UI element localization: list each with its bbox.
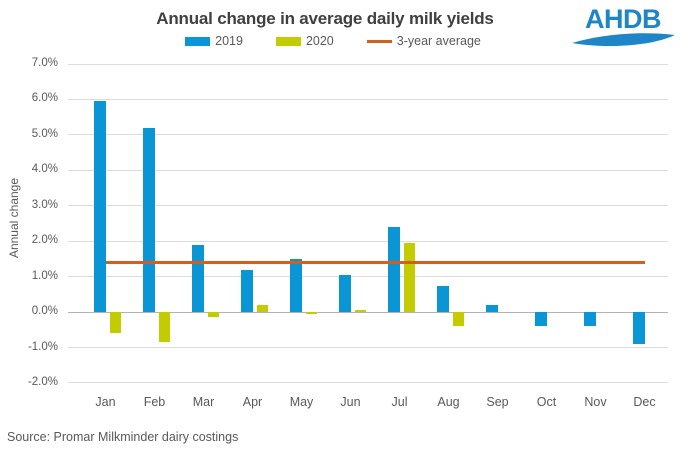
y-tick-label: 6.0% [31,92,58,105]
bar-2019-mar [192,244,204,313]
y-tick-label: 1.0% [31,269,58,282]
x-tick-label: Oct [536,395,557,409]
bar-2020-aug [452,312,464,327]
ahdb-logo-wave-icon [571,33,675,47]
bar-2019-feb [143,127,155,313]
bar-2020-jan [109,312,121,334]
y-tick-label: -1.0% [27,340,58,353]
x-tick-label: Apr [242,395,263,409]
bar-2020-apr [256,304,268,313]
chart-title: Annual change in average daily milk yiel… [156,9,494,28]
legend-label-2019: 2019 [215,34,243,48]
gridline [68,134,668,136]
y-tick-label: 3.0% [31,198,58,211]
bar-2019-nov [584,312,596,327]
y-tick-label: 4.0% [31,163,58,176]
y-tick-label: 5.0% [31,127,58,140]
zero-gridline [68,311,668,313]
x-tick-label: Jan [95,395,116,409]
x-tick-label: Feb [143,395,166,409]
ahdb-logo: AHDB [571,6,675,49]
legend-item-2020: 2020 [275,34,334,48]
bar-2020-may [305,312,317,314]
x-tick-label: May [289,395,314,409]
x-tick-label: Nov [584,395,607,409]
y-axis-title: Annual change [7,177,21,259]
y-tick-label: 2.0% [31,234,58,247]
gridline [68,205,668,207]
x-tick-label: Aug [437,395,460,409]
source-note: Source: Promar Milkminder dairy costings [7,430,239,444]
y-tick-label: 0.0% [31,305,58,318]
gridline [68,276,668,278]
bar-2019-jul [388,227,400,313]
gridline [68,240,668,242]
bar-2019-may [290,258,302,313]
x-tick-label: Mar [192,395,215,409]
bar-2020-jun [354,310,366,313]
bar-2020-mar [207,312,219,318]
bar-2019-jun [339,274,351,313]
legend-swatch-3yr-average [366,39,392,43]
bar-2019-aug [437,285,449,313]
bar-2019-dec [633,312,645,344]
bar-2019-jan [94,101,106,313]
y-tick-label: -2.0% [27,375,58,388]
legend-swatch-2019 [185,36,211,46]
y-tick-label: 7.0% [31,57,58,69]
legend-swatch-2020 [275,36,301,46]
gridline [68,382,668,384]
gridline [68,347,668,349]
bar-2020-jul [403,242,415,313]
gridline [68,63,668,65]
x-tick-label: Sep [486,395,509,409]
x-tick-label: Jul [391,395,408,409]
bar-2019-oct [535,312,547,327]
three-year-average-line [105,260,645,264]
legend-item-2019: 2019 [185,34,243,48]
legend-label-3yr-average: 3-year average [396,34,481,48]
legend-label-2020: 2020 [305,34,334,48]
chart-legend: 2019 2020 3-year average [0,33,666,49]
x-tick-label: Jun [340,395,361,409]
bar-2019-sep [486,304,498,313]
ahdb-logo-text: AHDB [585,4,662,34]
bar-2019-apr [241,269,253,313]
gridline [68,169,668,171]
bar-2020-feb [158,312,170,343]
legend-item-3yr-average: 3-year average [366,34,481,48]
x-tick-label: Dec [633,395,656,409]
gridline [68,98,668,100]
